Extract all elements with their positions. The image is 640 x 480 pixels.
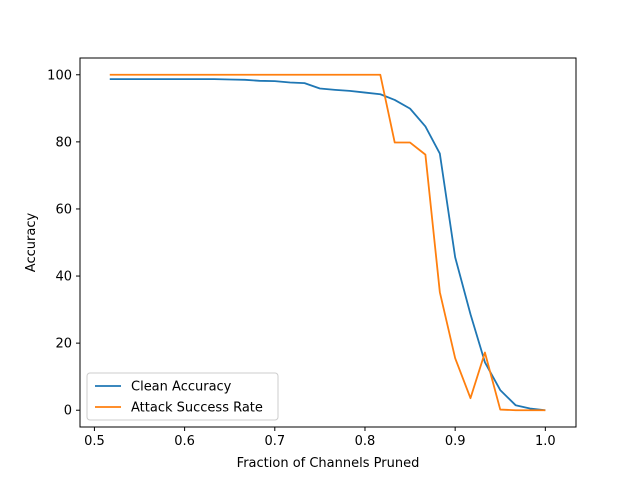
x-tick-label: 0.6 bbox=[174, 434, 195, 449]
legend-entry-label: Clean Accuracy bbox=[131, 380, 232, 395]
x-tick-label: 0.9 bbox=[445, 434, 466, 449]
series-line-attack-success-rate bbox=[109, 73, 546, 412]
legend-box bbox=[86, 372, 279, 421]
legend: Clean Accuracy Attack Success Rate bbox=[86, 372, 279, 421]
series-line-clean-accuracy bbox=[109, 78, 546, 412]
legend-entry-label: Attack Success Rate bbox=[131, 401, 263, 416]
x-tick-label: 0.8 bbox=[355, 434, 376, 449]
y-tick-label: 20 bbox=[55, 337, 72, 352]
y-tick-label: 60 bbox=[55, 202, 72, 217]
axes-frame bbox=[79, 57, 577, 428]
y-tick-label: 100 bbox=[47, 68, 72, 83]
x-tick-label: 0.5 bbox=[84, 434, 105, 449]
y-tick-label: 80 bbox=[55, 135, 72, 150]
x-tick-label: 0.7 bbox=[264, 434, 285, 449]
y-tick-label: 40 bbox=[55, 270, 72, 285]
x-axis-label: Fraction of Channels Pruned bbox=[237, 456, 420, 471]
series-layer bbox=[109, 73, 546, 412]
y-axis-label: Accuracy bbox=[24, 213, 39, 273]
y-tick-label: 0 bbox=[64, 404, 72, 419]
x-tick-label: 1.0 bbox=[535, 434, 556, 449]
ticks-layer: 0.5 0.6 0.7 0.8 0.9 1.0 0 20 40 60 80 100 bbox=[47, 68, 556, 449]
